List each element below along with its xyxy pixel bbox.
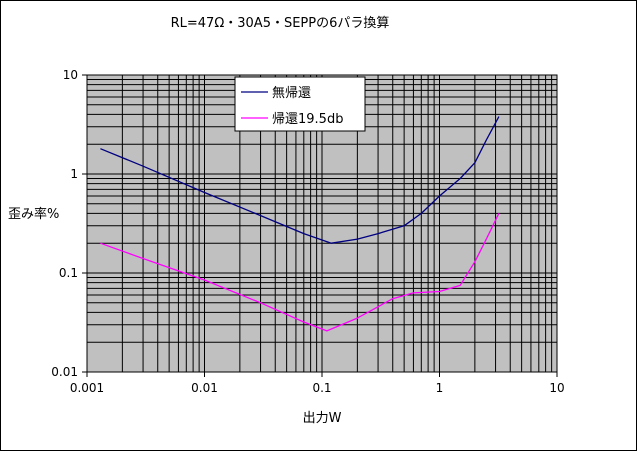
legend-box [234,76,366,132]
legend-label-series-1: 無帰還 [272,85,311,101]
legend: 無帰還 帰還19.5db [234,76,366,132]
y-tick-label: 0.1 [59,266,78,280]
legend-label-series-2: 帰還19.5db [272,111,343,127]
y-tick-label: 0.01 [51,365,78,379]
x-tick-label: 10 [549,381,564,395]
major-grid [82,74,558,377]
chart-title: RL=47Ω・30A5・SEPPの6パラ換算 [171,16,390,31]
series-line-1 [100,116,500,244]
x-axis-label: 出力W [303,411,342,426]
x-tick-label: 0.001 [70,381,104,395]
x-tick-label: 0.1 [312,381,331,395]
x-tick-label: 1 [436,381,444,395]
y-tick-label: 1 [70,167,78,181]
y-tick-labels: 0.01 0.1 1 10 [51,68,78,379]
x-tick-label: 0.01 [191,381,218,395]
x-tick-labels: 0.001 0.01 0.1 1 10 [70,381,565,395]
y-tick-label: 10 [63,68,78,82]
series-line-2 [100,213,500,332]
y-axis-label: 歪み率% [8,206,59,222]
series-layer [100,116,500,332]
